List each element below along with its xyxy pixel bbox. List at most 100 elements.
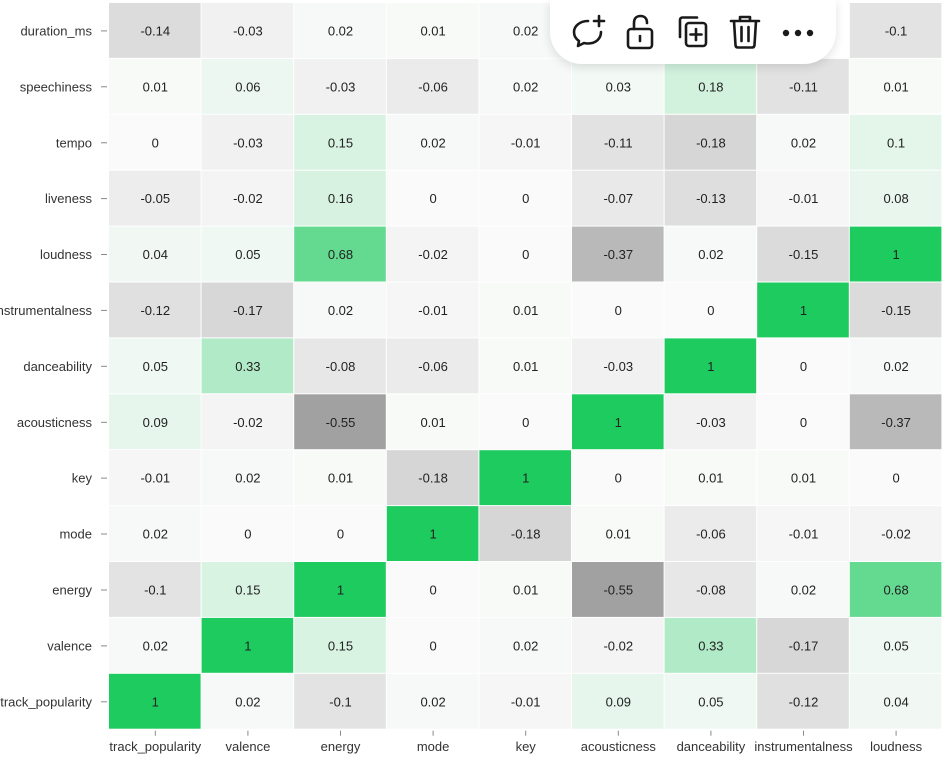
y-tick-label: liveness	[45, 191, 92, 206]
heatmap-cell	[201, 394, 294, 450]
cell-value-label: 0.02	[698, 247, 723, 262]
heatmap-cell	[757, 617, 849, 673]
cell-value-label: 0.02	[513, 79, 538, 94]
heatmap-cell	[849, 617, 942, 673]
cell-value-label: -0.1	[885, 23, 907, 38]
trash-icon	[730, 15, 761, 49]
cell-value-label: -0.37	[881, 415, 911, 430]
duplicate-button[interactable]	[671, 10, 715, 54]
cell-value-label: 0.02	[143, 638, 168, 653]
cell-value-label: 1	[615, 415, 622, 430]
cell-value-label: -0.15	[789, 247, 819, 262]
cell-value-label: 0.01	[883, 79, 908, 94]
x-tick-label: track_popularity	[109, 739, 201, 754]
cell-value-label: -0.12	[789, 694, 819, 709]
heatmap-cell	[664, 506, 757, 561]
heatmap-cell	[294, 3, 386, 58]
cell-value-label: 0.05	[698, 694, 723, 709]
heatmap-cell	[386, 58, 479, 114]
cell-value-label: 0.01	[606, 527, 631, 542]
heatmap-cell	[201, 282, 294, 338]
heatmap-cell	[757, 450, 849, 506]
heatmap-cell	[386, 114, 479, 170]
heatmap-cell	[849, 170, 942, 226]
y-tick-label: mode	[59, 527, 92, 542]
heatmap-cell	[572, 58, 664, 114]
cell-value-label: 1	[429, 527, 436, 542]
heatmap-cell	[572, 338, 664, 394]
cell-value-label: -0.18	[696, 135, 726, 150]
heatmap-cell	[849, 58, 942, 114]
cell-value-label: 0	[707, 303, 714, 318]
heatmap-cell	[664, 58, 757, 114]
heatmap-cell	[664, 450, 757, 506]
cell-value-label: 0.16	[328, 191, 353, 206]
heatmap-cell	[849, 562, 942, 617]
cell-value-label: -0.02	[418, 247, 448, 262]
cell-value-label: 0.1	[887, 135, 905, 150]
cell-value-label: -0.01	[789, 191, 819, 206]
heatmap-cell	[109, 450, 201, 506]
cell-value-label: 0.09	[606, 694, 631, 709]
heatmap-cell	[294, 282, 386, 338]
heatmap-cell	[109, 282, 201, 338]
heatmap-cell	[572, 170, 664, 226]
heatmap-cell	[201, 673, 294, 729]
y-tick-label: track_popularity	[0, 694, 92, 709]
cell-value-label: 0.05	[143, 359, 168, 374]
cell-value-label: 0.04	[143, 247, 168, 262]
cell-value-label: 0	[522, 191, 529, 206]
x-tick-label: instrumentalness	[754, 739, 853, 754]
heatmap-cell	[294, 450, 386, 506]
cell-value-label: 0.01	[513, 359, 538, 374]
cell-value-label: -0.01	[511, 135, 541, 150]
heatmap-cell	[664, 617, 757, 673]
delete-button[interactable]	[723, 10, 767, 54]
heatmap-cell	[109, 338, 201, 394]
cell-value-label: 1	[152, 694, 159, 709]
heatmap-cell	[664, 338, 757, 394]
cell-value-label: -0.03	[326, 79, 356, 94]
heatmap-cell	[572, 673, 664, 729]
heatmap-cell	[479, 282, 571, 338]
more-icon	[782, 29, 813, 37]
heatmap-cell	[849, 450, 942, 506]
unlock-button[interactable]	[619, 10, 663, 54]
y-tick-label: loudness	[40, 247, 93, 262]
heatmap-cell	[572, 506, 664, 561]
cell-value-label: -0.55	[326, 415, 356, 430]
cell-value-label: -0.08	[696, 583, 726, 598]
heatmap-cell	[386, 3, 479, 58]
y-tick-label: instrumentalness	[0, 303, 92, 318]
add-comment-button[interactable]	[566, 10, 610, 54]
heatmap-cell	[572, 114, 664, 170]
cell-value-label: 0.02	[791, 135, 816, 150]
cell-value-label: 0.68	[883, 583, 908, 598]
cell-value-label: 0.18	[698, 79, 723, 94]
heatmap-cell	[757, 562, 849, 617]
heatmap-cell	[201, 506, 294, 561]
heatmap-cell	[664, 282, 757, 338]
cell-value-label: 0	[800, 359, 807, 374]
cell-value-label: 0.02	[791, 583, 816, 598]
cell-value-label: 0.02	[235, 471, 260, 486]
cell-value-label: -0.01	[789, 527, 819, 542]
heatmap-cell	[757, 58, 849, 114]
x-tick-label: valence	[225, 739, 270, 754]
heatmap-cell	[849, 114, 942, 170]
heatmap-cell	[757, 673, 849, 729]
cell-value-label: 0	[892, 471, 899, 486]
cell-value-label: -0.18	[511, 527, 541, 542]
cell-value-label: 0.02	[420, 135, 445, 150]
cell-value-label: 0	[337, 527, 344, 542]
heatmap-cell	[386, 170, 479, 226]
heatmap-cell	[386, 282, 479, 338]
heatmap-cell	[294, 338, 386, 394]
cell-value-label: 1	[522, 471, 529, 486]
cell-value-label: -0.08	[326, 359, 356, 374]
cell-value-label: -0.11	[604, 135, 633, 150]
more-options-button[interactable]	[776, 10, 820, 54]
heatmap-cell	[849, 226, 942, 282]
cell-value-label: 1	[800, 303, 807, 318]
cell-value-label: 0	[522, 415, 529, 430]
